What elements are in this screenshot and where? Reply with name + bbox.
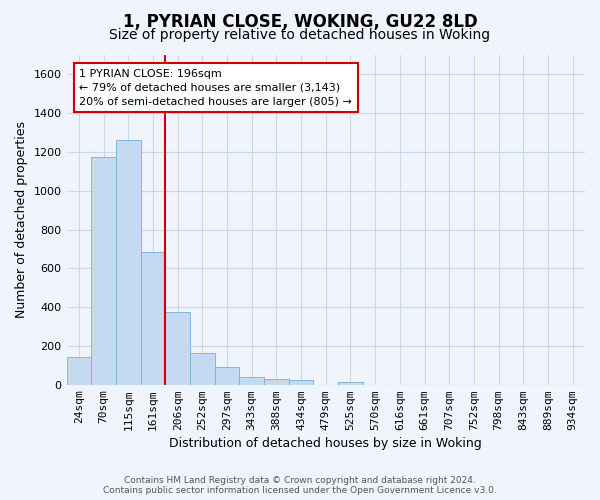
Bar bbox=[190, 352, 215, 384]
Bar bbox=[165, 312, 190, 384]
Text: Contains HM Land Registry data © Crown copyright and database right 2024.
Contai: Contains HM Land Registry data © Crown c… bbox=[103, 476, 497, 495]
Bar bbox=[91, 157, 116, 384]
Text: 1 PYRIAN CLOSE: 196sqm
← 79% of detached houses are smaller (3,143)
20% of semi-: 1 PYRIAN CLOSE: 196sqm ← 79% of detached… bbox=[79, 68, 352, 106]
Text: 1, PYRIAN CLOSE, WOKING, GU22 8LD: 1, PYRIAN CLOSE, WOKING, GU22 8LD bbox=[122, 12, 478, 30]
Bar bbox=[338, 382, 363, 384]
Bar bbox=[116, 140, 140, 384]
Bar bbox=[215, 367, 239, 384]
X-axis label: Distribution of detached houses by size in Woking: Distribution of detached houses by size … bbox=[169, 437, 482, 450]
Bar bbox=[67, 356, 91, 384]
Text: Size of property relative to detached houses in Woking: Size of property relative to detached ho… bbox=[109, 28, 491, 42]
Bar bbox=[264, 380, 289, 384]
Bar bbox=[289, 380, 313, 384]
Bar bbox=[140, 252, 165, 384]
Bar bbox=[239, 378, 264, 384]
Y-axis label: Number of detached properties: Number of detached properties bbox=[15, 122, 28, 318]
